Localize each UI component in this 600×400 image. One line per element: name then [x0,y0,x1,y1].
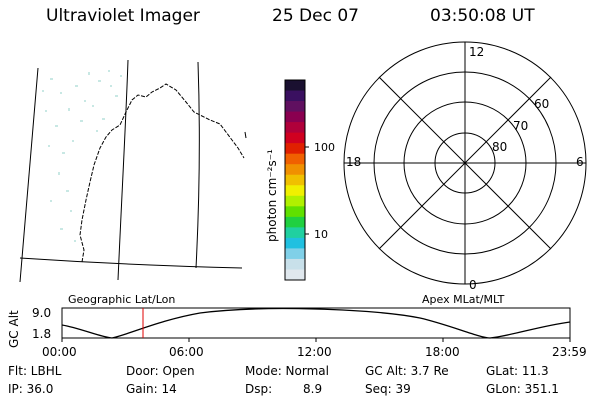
timeline-frame [61,307,571,339]
colorbar-band [285,195,305,207]
colorbar-unit-label: photon cm⁻²s⁻¹ [265,149,279,242]
colorbar-band [285,216,305,228]
geographic-map [19,59,247,283]
instrument-title: Ultraviolet Imager [46,6,200,26]
gc-alt-axis-label: GC Alt [7,310,21,348]
colorbar-band [285,111,305,123]
colorbar-band [285,143,305,155]
colorbar-band [285,153,305,165]
door-status: Door: Open [126,364,195,378]
ip-status: IP: 36.0 [8,382,54,396]
glat-status: GLat: 11.3 [486,364,549,378]
mlt-label-18: 18 [346,155,362,169]
colorbar-band [285,185,305,197]
mlt-label-0: 0 [469,278,477,292]
colorbar-band [285,237,305,249]
colorbar-band [285,164,305,176]
colorbar-band [285,174,305,186]
map-coastline [244,131,247,139]
filter-status: Flt: LBHL [8,364,62,378]
colorbar-band [285,80,305,92]
dsp-status-label: Dsp: [245,382,273,396]
map-meridian [195,61,200,269]
orbit-timeline [61,307,571,342]
map-meridian [117,59,129,281]
time-tick-0000: 00:00 [42,345,77,359]
time-tick-2359: 23:59 [552,345,587,359]
colorbar-band [285,132,305,144]
colorbar-band [285,227,305,239]
colorbar-band [285,101,305,113]
colorbar-band [285,90,305,102]
observation-date: 25 Dec 07 [272,6,359,26]
glon-status: GLon: 351.1 [486,382,559,396]
seq-status: Seq: 39 [365,382,411,396]
colorbar-band [285,206,305,218]
colorbar-frame [284,79,306,281]
observation-time: 03:50:08 UT [430,6,535,26]
uv-emission-speckle [42,70,122,242]
polar-diagonal [378,76,552,250]
colorbar-tick-label-100: 100 [314,141,335,154]
mode-status: Mode: Normal [245,364,329,378]
mlt-label-12: 12 [469,45,485,59]
dsp-status-value: 8.9 [303,382,323,396]
map-parallel [19,257,243,269]
map-meridian [19,67,39,283]
gc-alt-top-value: 9.0 [32,306,52,320]
colorbar-band [285,269,305,281]
mlt-label-6: 6 [576,155,584,169]
map-coastline [79,83,245,263]
geographic-caption: Geographic Lat/Lon [68,293,176,306]
mlat-label-80: 80 [492,140,508,154]
apex-caption: Apex MLat/MLT [422,293,505,306]
colorbar-band [285,258,305,270]
gc-alt-status: GC Alt: 3.7 Re [365,364,449,378]
gc-altitude-curve [61,307,571,339]
colorbar [284,79,309,281]
time-tick-1800: 18:00 [425,345,460,359]
mlat-label-70: 70 [513,119,529,133]
time-tick-0600: 06:00 [169,345,204,359]
polar-plot [343,41,587,285]
colorbar-tick-label-10: 10 [314,228,328,241]
time-tick-1200: 12:00 [297,345,332,359]
gc-alt-bottom-value: 1.8 [32,327,52,341]
colorbar-band [285,122,305,134]
mlat-label-60: 60 [534,97,550,111]
gain-status: Gain: 14 [126,382,177,396]
colorbar-band [285,248,305,260]
